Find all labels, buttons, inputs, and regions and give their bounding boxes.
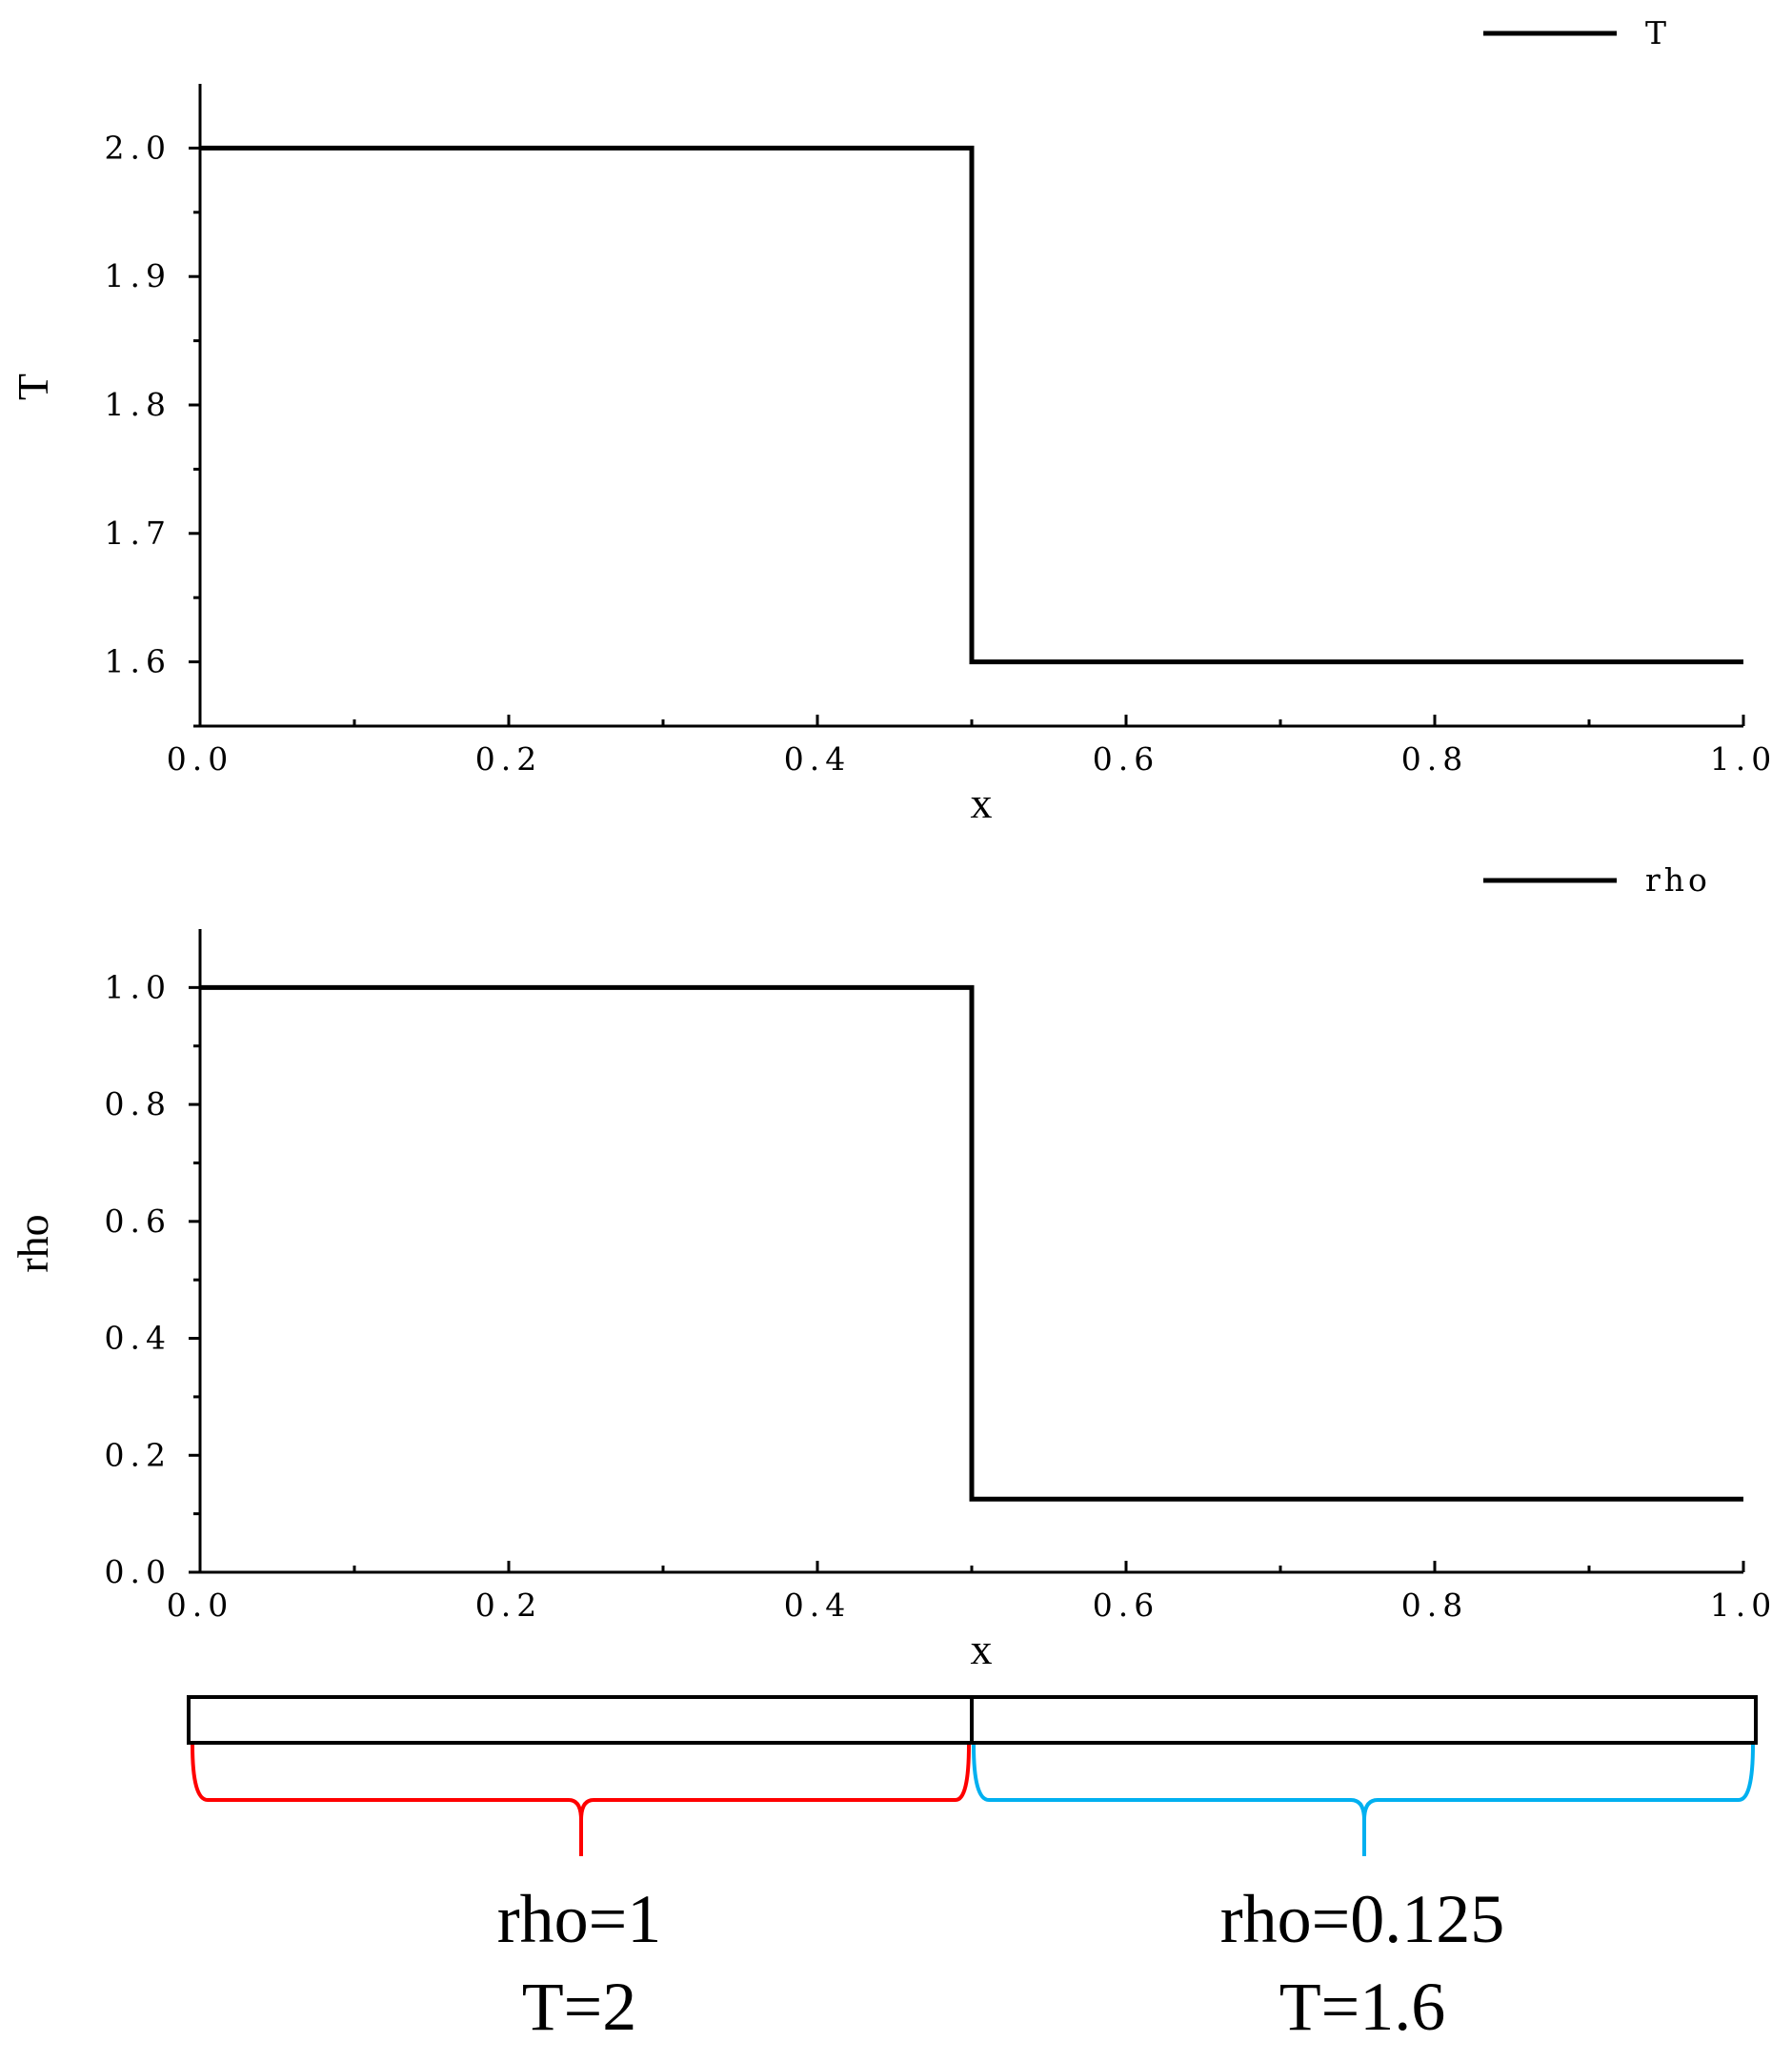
y-tick-label: 1.0: [105, 968, 171, 1005]
y-tick-label: 1.9: [105, 257, 171, 294]
y-tick-label: 0.8: [105, 1085, 171, 1122]
right-region-t-label: T=1.6: [1279, 1969, 1446, 2045]
x-tick-label: 1.0: [1710, 740, 1777, 778]
x-tick-label: 0.8: [1401, 1587, 1468, 1624]
x-tick-label: 0.2: [475, 740, 542, 778]
x-tick-label: 0.4: [784, 740, 851, 778]
y-axis-title: rho: [9, 1214, 57, 1272]
x-axis-title: x: [971, 778, 993, 827]
series-line-rho: [200, 984, 1743, 1502]
series-line-T: [200, 145, 1743, 665]
legend-label: rho: [1645, 861, 1711, 899]
y-tick-label: 2.0: [105, 129, 171, 166]
y-tick-label: 0.0: [105, 1553, 171, 1590]
left-region-t-label: T=2: [522, 1969, 637, 2045]
y-tick-label: 0.6: [105, 1203, 171, 1240]
x-tick-label: 0.4: [784, 1587, 851, 1624]
legend-label: T: [1645, 14, 1670, 51]
left-region-rho-label: rho=1: [497, 1881, 662, 1957]
left-region-brace: [191, 1744, 971, 1856]
density-chart: 0.0 0.2 0.4 0.6 0.8 1.0 0.0 0.2 0.4 0.6 0.8 1.0 x rho…: [9, 861, 1777, 1673]
x-axis-title: x: [971, 1625, 993, 1673]
x-tick-label: 0.0: [167, 740, 233, 778]
temperature-chart: 0.0 0.2 0.4 0.6 0.8 1.0 1.6 1.7 1.8 1.9 2.0 x T T: [9, 14, 1777, 827]
initial-condition-diagram: rho=1 T=2 rho=0.125 T=1.6: [187, 1695, 1758, 2045]
y-tick-label: 1.6: [105, 643, 171, 680]
y-tick-label: 0.4: [105, 1320, 171, 1357]
x-tick-label: 0.8: [1401, 740, 1468, 778]
x-tick-label: 0.6: [1093, 740, 1159, 778]
x-tick-label: 0.6: [1093, 1587, 1159, 1624]
right-region-rho-label: rho=0.125: [1220, 1881, 1505, 1957]
y-tick-label: 1.7: [105, 515, 171, 552]
y-axis-title: T: [9, 374, 57, 400]
x-tick-label: 1.0: [1710, 1587, 1777, 1624]
y-tick-label: 0.2: [105, 1436, 171, 1473]
y-tick-label: 1.8: [105, 386, 171, 423]
x-tick-label: 0.0: [167, 1587, 233, 1624]
right-region-brace: [972, 1744, 1755, 1856]
x-tick-label: 0.2: [475, 1587, 542, 1624]
